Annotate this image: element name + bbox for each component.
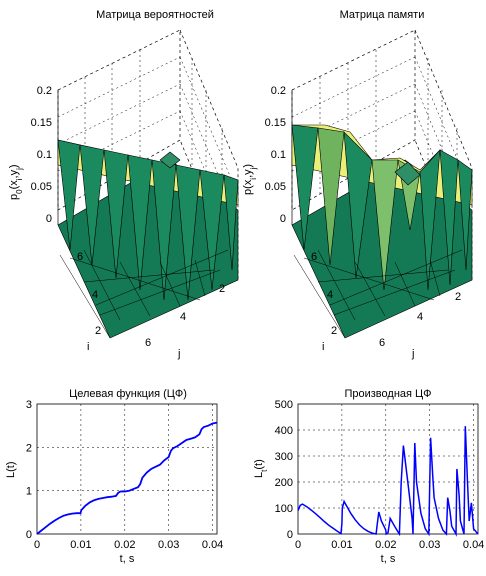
surface-chart-memory: Матрица памяти (242, 9, 473, 360)
z-tick-label: 0.2 (37, 85, 52, 97)
x-tick-label: 0.02 (114, 539, 135, 551)
i-tick-label: 6 (77, 251, 83, 263)
z-tick-label: 0.15 (265, 117, 286, 129)
z-tick-label: 0 (46, 213, 52, 225)
x-tick-label: 0.01 (70, 539, 91, 551)
y-tick-label: 200 (275, 477, 293, 489)
spike (457, 159, 473, 271)
y-tick-label: 100 (275, 503, 293, 515)
line-chart-derivative: Производная ЦФ 0 0.01 0.02 0.03 0.04 0 100 200 3… (253, 388, 484, 565)
chart-title: Матрица памяти (340, 9, 425, 21)
ij-axes: 6 4 2 i 6 4 2 j (311, 251, 461, 360)
x-tick-label: 0 (295, 539, 301, 551)
data-line (36, 421, 218, 535)
grid-line (57, 56, 181, 118)
chart-title: Производная ЦФ (344, 388, 431, 400)
j-axis-label: j (411, 348, 414, 360)
j-tick-label: 6 (145, 337, 151, 349)
z-tick-label: 0.05 (265, 181, 286, 193)
surface-mesh (59, 249, 229, 339)
y-tick-label: 0 (287, 529, 293, 541)
spike (419, 149, 441, 291)
spike (317, 127, 345, 266)
x-tick-label: 0.02 (375, 539, 396, 551)
i-tick-label: 4 (327, 289, 333, 301)
plot-area (297, 403, 479, 535)
y-tick-label: 1 (26, 486, 32, 498)
x-tick-label: 0.03 (419, 539, 440, 551)
x-tick-label: 0 (34, 539, 40, 551)
z-tick-label: 0.2 (271, 85, 286, 97)
grid-line (291, 56, 416, 118)
i-tick-label: 2 (95, 325, 101, 337)
y-axis-label: L(t) (5, 462, 17, 479)
z-tick-label: 0 (280, 213, 286, 225)
y-tick-label: 0 (26, 529, 32, 541)
plot-area (36, 403, 218, 535)
i-tick-label: 2 (331, 325, 337, 337)
j-axis-label: j (177, 348, 180, 360)
spike (439, 149, 459, 286)
spike (127, 154, 153, 291)
ticks: 0 0.01 0.02 0.03 0.04 0 1 2 3 (26, 399, 223, 551)
y-tick-label: 400 (275, 425, 293, 437)
i-axis-label: i (87, 341, 89, 353)
spike (103, 149, 129, 279)
z-axis: 0.2 0.15 0.1 0.05 0 p(xi,yj) (242, 85, 286, 225)
surface-mesh (293, 249, 463, 339)
j-tick-label: 6 (379, 337, 385, 349)
y-tick-label: 2 (26, 442, 32, 454)
surface-chart-probability: Матрица вероятностей (8, 9, 239, 360)
spike (175, 164, 201, 301)
y-tick-label: 300 (275, 451, 293, 463)
y-tick-label: 500 (275, 399, 293, 411)
x-tick-label: 0.01 (331, 539, 352, 551)
spike (371, 159, 399, 291)
j-tick-label: 2 (455, 291, 461, 303)
z-axis-label: p0(xi,yj) (8, 164, 24, 200)
spike (291, 124, 319, 251)
spike (199, 169, 225, 291)
x-axis-label: t, s (381, 553, 396, 565)
x-tick-label: 0.04 (202, 539, 223, 551)
surface (57, 139, 239, 339)
bump (394, 161, 421, 186)
i-tick-label: 4 (92, 289, 98, 301)
j-tick-label: 4 (417, 311, 423, 323)
bump (159, 151, 181, 169)
line-chart-objective: Целевая функция (ЦФ) 0 0.01 0.02 0.03 0.04 0 1… (5, 388, 223, 565)
spike (57, 139, 81, 251)
z-tick-label: 0.1 (37, 149, 52, 161)
spike (79, 144, 105, 266)
j-tick-label: 2 (219, 283, 225, 295)
ticks: 0 0.01 0.02 0.03 0.04 0 100 200 300 400 500 (275, 399, 485, 551)
spike (343, 131, 373, 279)
z-axis: 0.2 0.15 0.1 0.05 0 p0(xi,yj) (8, 85, 52, 225)
x-tick-label: 0.04 (463, 539, 484, 551)
ij-axes: 4 2 6 i 6 4 2 j (77, 251, 225, 360)
x-axis-label: t, s (120, 553, 135, 565)
z-axis-label: p(xi,yj) (242, 164, 258, 195)
y-tick-label: 3 (26, 399, 32, 411)
spike (223, 174, 239, 271)
i-axis-label: i (322, 341, 324, 353)
chart-title: Матрица вероятностей (96, 9, 214, 21)
i-tick-label: 6 (311, 251, 317, 263)
chart-title: Целевая функция (ЦФ) (69, 388, 187, 400)
x-tick-label: 0.03 (158, 539, 179, 551)
z-tick-label: 0.05 (31, 181, 52, 193)
z-tick-label: 0.1 (271, 149, 286, 161)
z-tick-label: 0.15 (31, 117, 52, 129)
surface (291, 124, 473, 339)
j-tick-label: 4 (180, 311, 186, 323)
data-line (297, 426, 479, 537)
y-axis-label: Lt(t) (253, 459, 269, 478)
grid-line (57, 83, 181, 145)
